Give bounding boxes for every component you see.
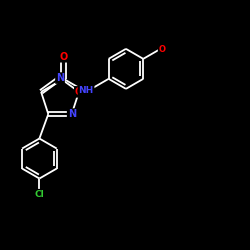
Text: N: N [68,109,76,119]
Text: N: N [56,73,64,83]
Text: O: O [75,87,83,97]
Text: NH: NH [78,86,94,95]
Text: Cl: Cl [34,190,44,199]
Text: O: O [158,45,166,54]
Text: O: O [60,52,68,62]
